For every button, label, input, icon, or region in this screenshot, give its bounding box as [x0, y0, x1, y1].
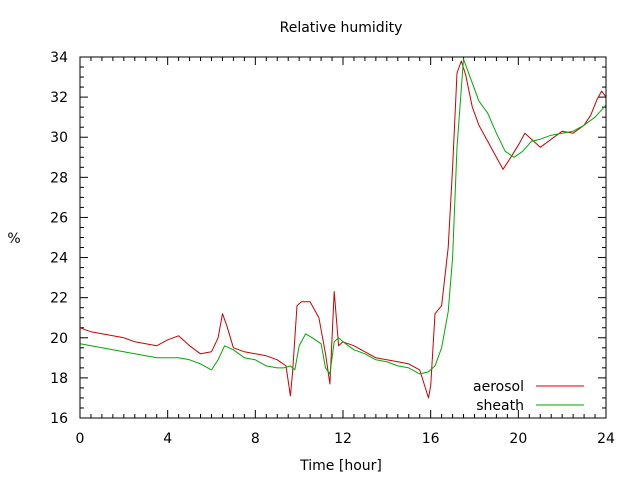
y-tick-label: 18 [50, 371, 68, 387]
x-tick-label: 8 [251, 431, 260, 447]
axis-tick-labels: 0 4 8 12 16 20 24 16 18 20 22 24 26 28 30 32 34 [50, 50, 615, 447]
x-tick-label: 24 [597, 431, 615, 447]
x-tick-label: 20 [509, 431, 527, 447]
series-line-aerosol [79, 60, 607, 399]
y-tick-label: 28 [50, 170, 68, 186]
y-tick-label: 16 [50, 411, 68, 427]
axis-ticks [79, 56, 607, 419]
y-tick-label: 20 [50, 331, 68, 347]
legend-label-sheath: sheath [476, 398, 524, 414]
series-layer [79, 58, 607, 399]
plot-frame [79, 56, 607, 419]
x-axis-label: Time [hour] [299, 458, 382, 474]
x-tick-label: 0 [76, 431, 85, 447]
legend-label-aerosol: aerosol [473, 379, 524, 395]
series-line-sheath [79, 58, 607, 375]
y-tick-label: 34 [50, 50, 68, 66]
x-tick-label: 12 [334, 431, 352, 447]
y-tick-label: 22 [50, 291, 68, 307]
chart-title: Relative humidity [280, 20, 403, 36]
y-axis-label: % [7, 231, 20, 247]
y-tick-label: 26 [50, 210, 68, 226]
x-tick-label: 4 [163, 431, 172, 447]
y-tick-label: 30 [50, 130, 68, 146]
y-tick-label: 32 [50, 90, 68, 106]
y-tick-label: 24 [50, 251, 68, 267]
legend: aerosol sheath [473, 379, 584, 414]
x-tick-label: 16 [422, 431, 440, 447]
